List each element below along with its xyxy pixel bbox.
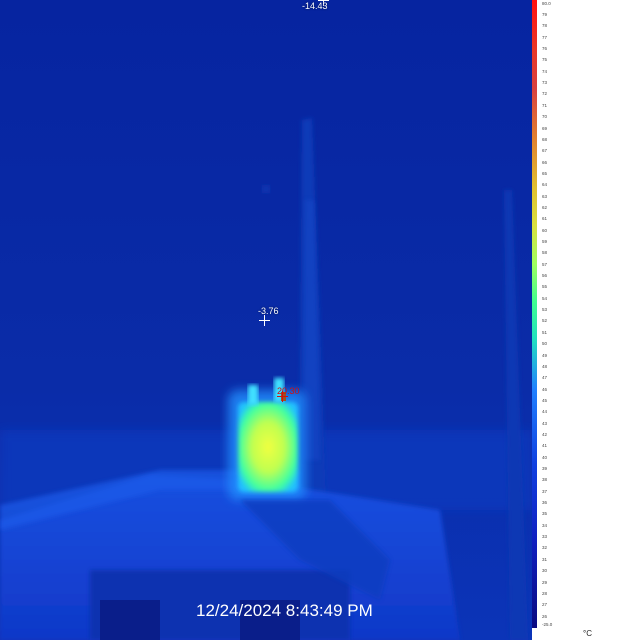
scale-tick-label: 26 xyxy=(542,613,548,619)
transformer-bushing xyxy=(274,378,284,402)
scale-tick-label: 59 xyxy=(542,239,548,244)
scale-tick-label: 62 xyxy=(542,204,548,210)
right-pole xyxy=(504,190,528,640)
scale-tick-label: 43 xyxy=(542,420,548,426)
pole-equipment xyxy=(240,500,390,600)
pole-crossarm xyxy=(262,185,270,193)
scale-tick-label: 63 xyxy=(542,193,548,199)
scale-tick-label: 66 xyxy=(542,159,548,165)
spot-label-hot: 20.30 xyxy=(277,386,300,396)
scale-tick-label: 30 xyxy=(542,568,548,574)
spot-marker-neutral xyxy=(259,315,270,326)
scale-tick-label: 73 xyxy=(542,80,548,86)
timestamp: 12/24/2024 8:43:49 PM xyxy=(196,601,373,620)
scale-tick-label: 46 xyxy=(542,386,548,392)
scale-tick-label: 37 xyxy=(542,488,548,494)
thermal-image xyxy=(0,0,532,640)
scale-tick-label: 58 xyxy=(542,250,548,256)
transformer xyxy=(238,402,298,492)
scale-tick-label: 53 xyxy=(542,307,548,313)
scale-tick-label: 75 xyxy=(542,57,548,63)
scale-tick-label: 54 xyxy=(542,295,548,301)
spot-marker-cold xyxy=(318,0,329,6)
spot-label-neutral: -3.76 xyxy=(258,306,279,316)
scale-tick-label: 27 xyxy=(542,602,548,608)
scale-tick-label: 61 xyxy=(542,216,548,222)
scale-tick-label: 28 xyxy=(542,590,548,596)
scale-tick-label: 56 xyxy=(542,273,548,279)
scale-tick-label: 38 xyxy=(542,477,548,483)
scale-tick-label: 33 xyxy=(542,534,548,540)
scale-tick-label: 64 xyxy=(542,182,548,188)
scale-tick-label: 55 xyxy=(542,284,548,290)
scale-tick-label: 79 xyxy=(542,12,548,17)
scale-tick-label: 42 xyxy=(542,431,548,437)
scale-tick-label: 65 xyxy=(542,170,548,176)
scale-tick-label: 32 xyxy=(542,545,548,551)
scale-tick-label: 60 xyxy=(542,227,548,233)
scale-tick-label: 71 xyxy=(542,102,548,108)
scale-min-label: -25.0 xyxy=(542,622,553,627)
scale-tick-label: 48 xyxy=(542,363,548,369)
scale-tick-label: 35 xyxy=(542,511,548,517)
scale-tick-label: 74 xyxy=(542,68,548,74)
scale-tick-label: 44 xyxy=(542,409,548,415)
scale-tick-label: 31 xyxy=(542,556,548,562)
window xyxy=(100,600,160,640)
window xyxy=(240,600,300,640)
scale-tick-label: 70 xyxy=(542,114,548,120)
scale-tick-label: 76 xyxy=(542,46,548,52)
scale-tick-label: 51 xyxy=(542,329,548,335)
scale-tick-label: 68 xyxy=(542,136,548,142)
scale-tick-label: 50 xyxy=(542,341,548,347)
scale-tick-label: 78 xyxy=(542,23,548,29)
scale-max-label: 80.0 xyxy=(542,1,551,6)
spot-label-cold: -14.43 xyxy=(302,1,328,11)
spot-marker-hot xyxy=(277,391,288,402)
scale-tick-label: 36 xyxy=(542,500,548,506)
transformer-bushing xyxy=(248,385,258,405)
scale-tick-label: 57 xyxy=(542,261,548,267)
scale-unit: °C xyxy=(583,629,592,638)
scale-tick-label: 41 xyxy=(542,443,548,449)
scale-tick-label: 40 xyxy=(542,454,548,460)
scale-tick-label: 67 xyxy=(542,148,548,154)
scale-tick-label: 47 xyxy=(542,375,548,381)
temperature-scale-bar xyxy=(532,0,537,628)
scale-tick-label: 69 xyxy=(542,125,548,131)
pole-highlight xyxy=(304,200,320,460)
scale-tick-label: 45 xyxy=(542,397,548,403)
scale-tick-label: 72 xyxy=(542,91,548,97)
scale-tick-label: 34 xyxy=(542,522,548,528)
scale-tick-label: 39 xyxy=(542,466,548,471)
scale-tick-label: 29 xyxy=(542,579,548,585)
scale-tick-label: 52 xyxy=(542,318,548,324)
scale-tick-label: 77 xyxy=(542,34,548,40)
scale-tick-label: 49 xyxy=(542,352,548,358)
roof-ridge xyxy=(0,470,300,530)
temperature-scale-ticks: 80.0 -25.0 79 78 77 76 75 74 73 72 71 70 69 68 67 66 6… xyxy=(538,0,568,628)
